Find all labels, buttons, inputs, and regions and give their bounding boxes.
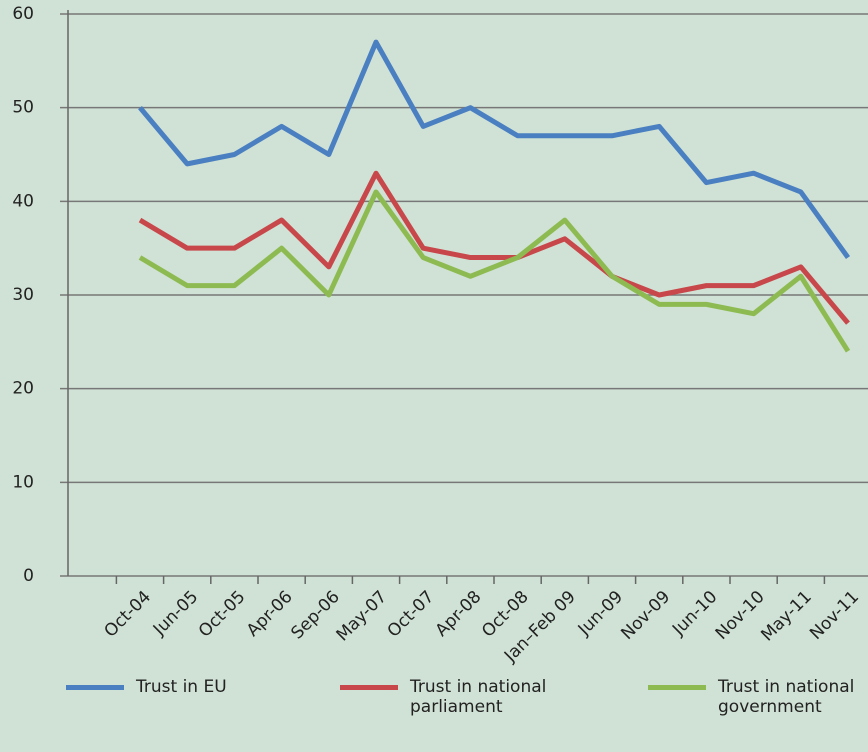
x-tick-label: Oct-04	[101, 587, 156, 642]
x-tick-label: Apr-06	[243, 587, 297, 641]
legend-label: Trust in national government	[718, 677, 855, 717]
y-tick-label: 0	[23, 566, 34, 586]
x-tick-label: Nov-11	[806, 587, 863, 644]
y-tick-label: 10	[12, 472, 34, 492]
series-line	[138, 189, 851, 353]
legend-item: Trust in national government	[648, 677, 868, 717]
x-tick-label: Oct-05	[195, 587, 250, 642]
x-tick-label: Oct-07	[384, 587, 439, 642]
y-tick-label: 40	[12, 191, 34, 211]
legend-swatch	[66, 685, 124, 690]
legend-swatch	[648, 685, 706, 690]
legend-item: Trust in national parliament	[340, 677, 580, 717]
legend-item: Trust in EU	[66, 677, 306, 697]
x-tick-label: May-07	[333, 587, 391, 645]
x-tick-label: May-11	[757, 587, 815, 645]
legend-label: Trust in national parliament	[410, 677, 547, 717]
x-tick-label: Apr-08	[432, 587, 486, 641]
y-tick-label: 60	[12, 4, 34, 24]
x-tick-label: Nov-10	[712, 587, 769, 644]
legend-label: Trust in EU	[136, 677, 227, 697]
legend-swatch	[340, 685, 398, 690]
series-line	[138, 39, 851, 259]
y-tick-label: 30	[12, 285, 34, 305]
y-tick-label: 50	[12, 98, 34, 118]
y-tick-label: 20	[12, 379, 34, 399]
x-tick-label: Jun-05	[149, 587, 202, 640]
x-tick-label: Nov-09	[617, 587, 674, 644]
series-line	[138, 170, 850, 325]
